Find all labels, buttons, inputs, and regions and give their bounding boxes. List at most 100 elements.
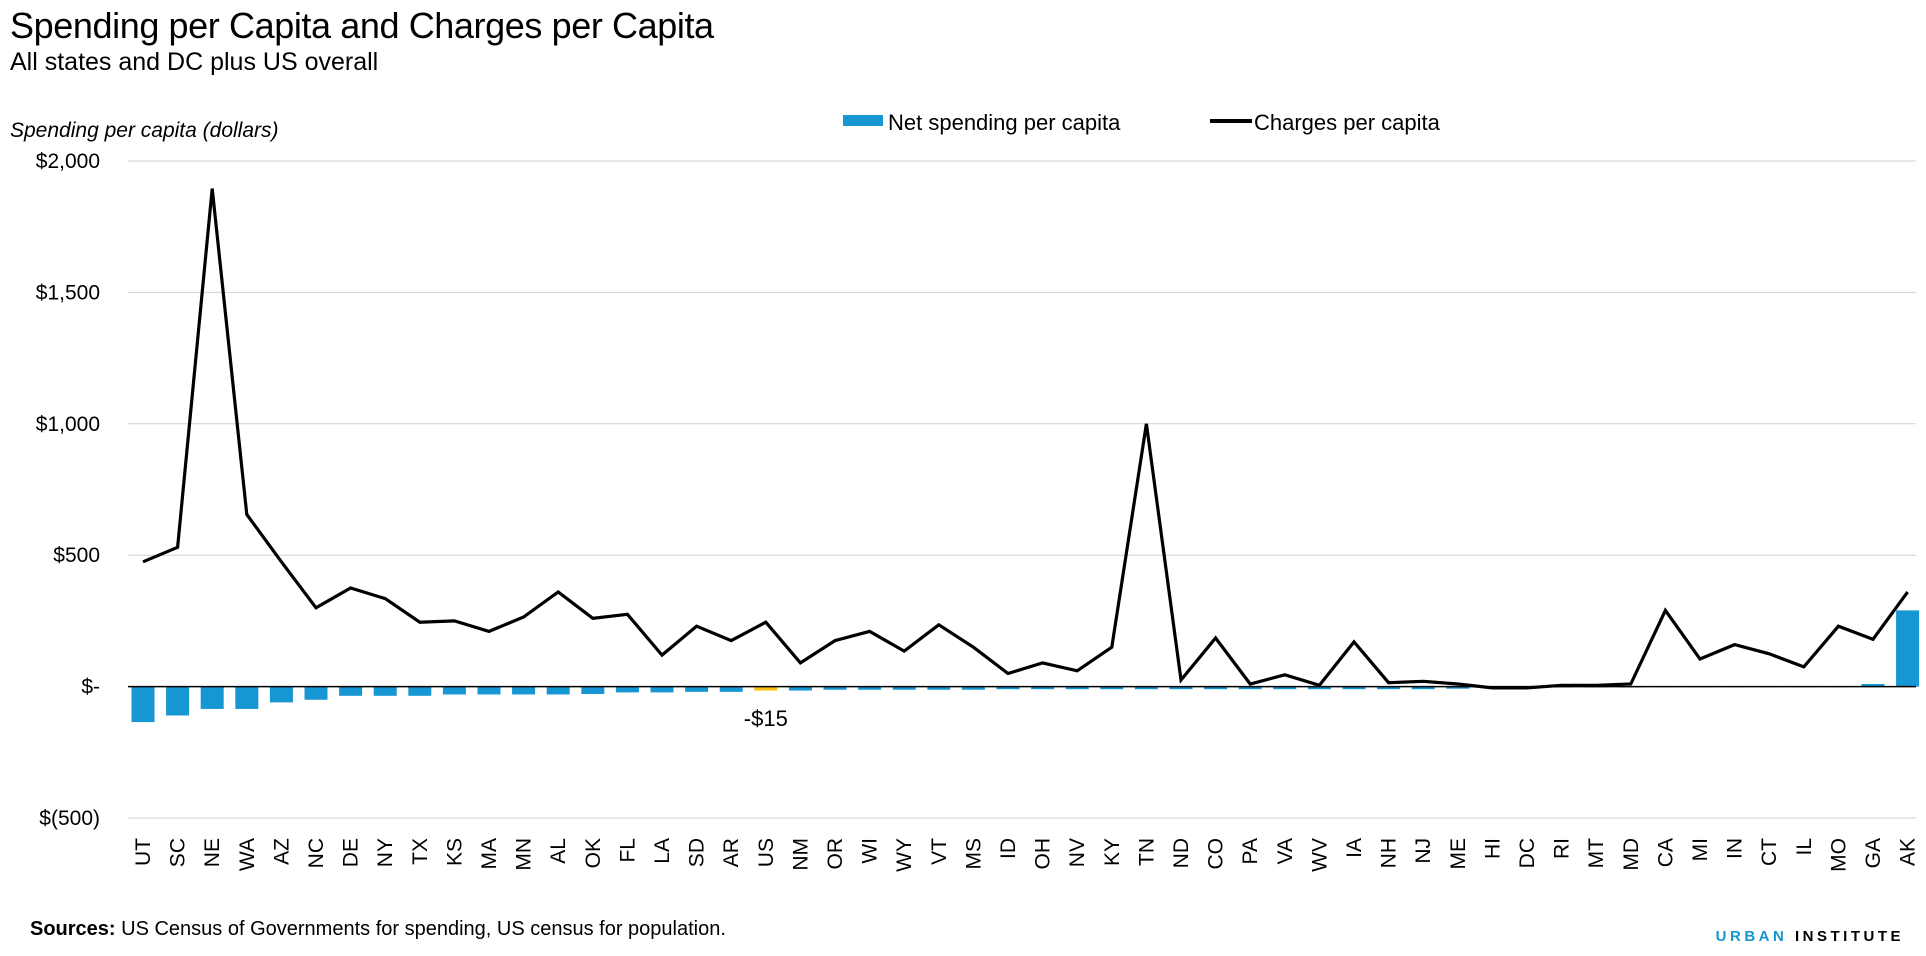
bar-nm [788,686,812,691]
y-tick-label: $(500) [39,807,100,830]
x-tick-label: HI [1481,838,1504,859]
x-tick-label: SD [686,838,709,867]
x-tick-label: OH [1032,838,1055,870]
x-tick-label: US [755,838,778,867]
x-tick-label: NY [374,838,397,867]
bar-sd [685,686,709,692]
bar-ut [131,686,155,723]
bar-me [1446,686,1470,689]
annotation-us: -$15 [744,706,788,731]
x-tick-label: NC [305,838,328,868]
x-tick-label: TX [409,838,432,865]
x-tick-label: NJ [1412,838,1435,864]
bar-wy [892,686,916,690]
bar-az [269,686,293,703]
bar-nj [1411,686,1435,690]
sources-note: Sources: US Census of Governments for sp… [30,916,726,942]
bar-ms [961,686,985,690]
x-tick-label: GA [1862,838,1885,868]
bar-ky [1100,686,1124,690]
bar-us [754,686,778,691]
x-tick-label: CO [1205,838,1228,870]
bar-or [823,686,847,690]
y-tick-label: $2,000 [36,150,100,173]
bar-ar [719,686,743,692]
bar-ak [1896,610,1920,687]
x-tick-label: VT [928,838,951,865]
x-tick-label: WI [859,838,882,864]
x-tick-label: FL [616,838,639,863]
legend: Net spending per capita Charges per capi… [843,110,1441,135]
x-tick-label: MI [1689,838,1712,861]
x-tick-label: AL [547,838,570,864]
x-tick-label: KS [443,838,466,866]
chart-title: Spending per Capita and Charges per Capi… [10,5,714,46]
x-tick-label: OR [824,838,847,870]
x-tick-label: NH [1378,838,1401,868]
legend-swatch-net-spending [843,115,883,126]
x-tick-label: WA [236,838,259,871]
bar-tx [408,686,432,696]
bar-ne [200,686,224,709]
x-tick-label: IL [1793,838,1816,856]
bar-ny [373,686,397,696]
bar-va [1273,686,1297,690]
bar-ma [477,686,501,695]
x-tick-label: WV [1308,838,1331,872]
legend-label-charges: Charges per capita [1254,110,1441,135]
x-tick-label: ME [1447,838,1470,870]
sources-text: US Census of Governments for spending, U… [115,918,726,940]
x-tick-label: AZ [270,838,293,865]
bar-co [1204,686,1228,690]
y-axis-label: Spending per capita (dollars) [10,119,279,142]
x-tick-label: TN [1135,838,1158,866]
legend-label-net-spending: Net spending per capita [888,110,1121,135]
bar-id [996,686,1020,690]
bar-al [546,686,570,695]
bar-wi [858,686,882,690]
x-tick-label: NV [1066,838,1089,867]
x-tick-label: AR [720,838,743,867]
x-tick-label: VA [1274,838,1297,864]
x-tick-label: ID [997,838,1020,859]
x-tick-label: NM [789,838,812,871]
x-tick-label: OK [582,838,605,868]
brand-logo: URBAN INSTITUTE [1716,928,1904,945]
x-tick-label: MA [478,838,501,870]
brand-part-institute: INSTITUTE [1787,928,1904,945]
bar-tn [1134,686,1158,690]
bar-sc [166,686,190,716]
x-tick-label: CT [1758,838,1781,866]
bar-de [339,686,363,696]
x-tick-label: DC [1516,838,1539,868]
x-tick-label: MO [1827,838,1850,872]
x-tick-label: AK [1897,838,1920,866]
x-tick-label: SC [167,838,190,867]
x-tick-label: MS [962,838,985,870]
bar-nc [304,686,328,700]
x-tick-label: PA [1239,838,1262,864]
x-tick-label: MT [1585,838,1608,868]
bar-ia [1342,686,1366,690]
bar-pa [1238,686,1262,690]
bar-nv [1065,686,1089,690]
bar-vt [927,686,951,690]
y-tick-label: $- [81,676,100,699]
y-tick-label: $1,000 [36,413,100,436]
x-tick-label: UT [132,838,155,866]
chart-subtitle: All states and DC plus US overall [10,48,379,76]
bar-oh [1031,686,1055,690]
bar-la [650,686,674,693]
x-tick-label: DE [340,838,363,867]
charges-line [142,188,1909,690]
bar-nh [1377,686,1401,690]
bar-wv [1307,686,1331,690]
bar-nd [1169,686,1193,690]
bar-ks [442,686,466,695]
x-tick-label: MD [1620,838,1643,871]
x-tick-label: IA [1343,838,1366,858]
x-tick-label: CA [1654,838,1677,867]
bar-wa [235,686,259,709]
sources-label: Sources: [30,918,116,940]
x-tick-label: WY [893,838,916,872]
